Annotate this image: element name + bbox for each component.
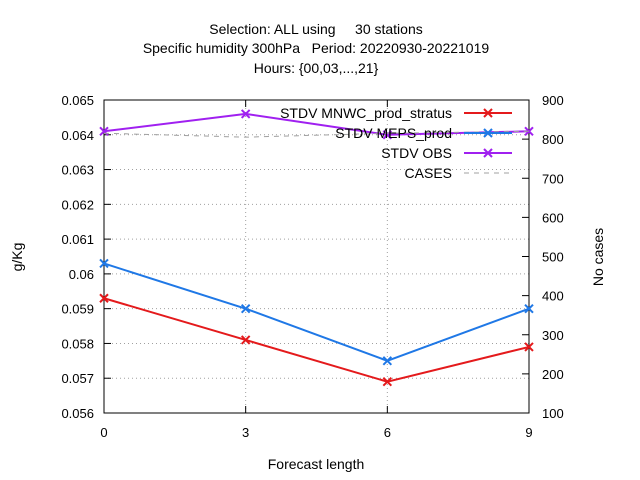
point-stroke	[99, 126, 109, 137]
x-tick-label: 0	[100, 425, 107, 440]
y2-tick-label: 600	[542, 210, 564, 225]
data-point	[483, 148, 493, 158]
data-point	[382, 356, 393, 366]
point-stroke	[99, 258, 109, 269]
axes: 0.056 0.057 0.058 0.059 0.06 0.061 0.062 0.063 0…	[61, 93, 563, 440]
point-stroke	[240, 109, 251, 119]
point-stroke	[240, 303, 251, 314]
data-point	[483, 108, 493, 118]
y2-axis-label: No cases	[590, 228, 606, 286]
y-tick-label: 0.064	[61, 128, 94, 143]
series-line	[103, 112, 530, 136]
y-tick-label: 0.06	[69, 267, 94, 282]
x-axis-label: Forecast length	[268, 456, 365, 472]
point-stroke	[99, 293, 109, 303]
data-point	[382, 130, 393, 140]
series-line	[103, 297, 530, 383]
point-stroke	[240, 335, 251, 345]
chart-title-line-3: Hours: {00,03,...,21}	[254, 60, 379, 76]
data-point	[483, 128, 493, 138]
legend-label: STDV MEPS_prod	[335, 125, 452, 141]
data-point	[99, 293, 109, 303]
point-stroke	[483, 108, 493, 118]
y-tick-label: 0.062	[61, 197, 94, 212]
y2-tick-label: 900	[542, 93, 564, 108]
y-tick-label: 0.058	[61, 336, 94, 351]
data-point	[99, 126, 109, 137]
chart-title-line-2: Specific humidity 300hPa Period: 2022093…	[143, 40, 490, 56]
point-stroke	[483, 148, 493, 158]
data-point	[240, 109, 251, 119]
y2-tick-label: 200	[542, 367, 564, 382]
point-stroke	[524, 126, 534, 137]
y-tick-label: 0.057	[61, 371, 94, 386]
series-line	[103, 262, 530, 362]
x-tick-label: 6	[384, 425, 391, 440]
y2-tick-label: 300	[542, 328, 564, 343]
point-stroke	[382, 376, 393, 387]
legend-label: STDV OBS	[381, 145, 452, 161]
data-point	[240, 335, 251, 345]
data-point	[524, 126, 534, 137]
point-stroke	[524, 303, 534, 314]
y2-tick-label: 700	[542, 171, 564, 186]
data-point	[99, 258, 109, 269]
y2-tick-label: 100	[542, 406, 564, 421]
x-tick-label: 9	[525, 425, 532, 440]
y-tick-label: 0.056	[61, 406, 94, 421]
y2-tick-label: 800	[542, 132, 564, 147]
y2-tick-label: 500	[542, 250, 564, 265]
data-point	[382, 376, 393, 387]
y-tick-label: 0.065	[61, 93, 94, 108]
data-point	[524, 342, 534, 352]
data-point	[524, 303, 534, 314]
legend: STDV MNWC_prod_stratus STDV MEPS_prod STDV…	[280, 105, 512, 181]
y-tick-label: 0.059	[61, 302, 94, 317]
point-stroke	[382, 130, 393, 140]
data-point	[240, 303, 251, 314]
y-axis-label: g/Kg	[9, 243, 25, 272]
legend-label: STDV MNWC_prod_stratus	[280, 105, 452, 121]
point-stroke	[382, 356, 393, 366]
y-tick-label: 0.063	[61, 163, 94, 178]
point-stroke	[524, 342, 534, 352]
plot-frame	[103, 99, 530, 414]
y2-tick-label: 400	[542, 289, 564, 304]
y-tick-label: 0.061	[61, 232, 94, 247]
series-line	[103, 130, 530, 138]
point-stroke	[483, 128, 493, 138]
x-tick-label: 3	[242, 425, 249, 440]
series-layer	[99, 109, 534, 387]
grid	[104, 100, 529, 413]
legend-label: CASES	[405, 165, 452, 181]
chart-title-line-1: Selection: ALL using 30 stations	[209, 21, 423, 37]
